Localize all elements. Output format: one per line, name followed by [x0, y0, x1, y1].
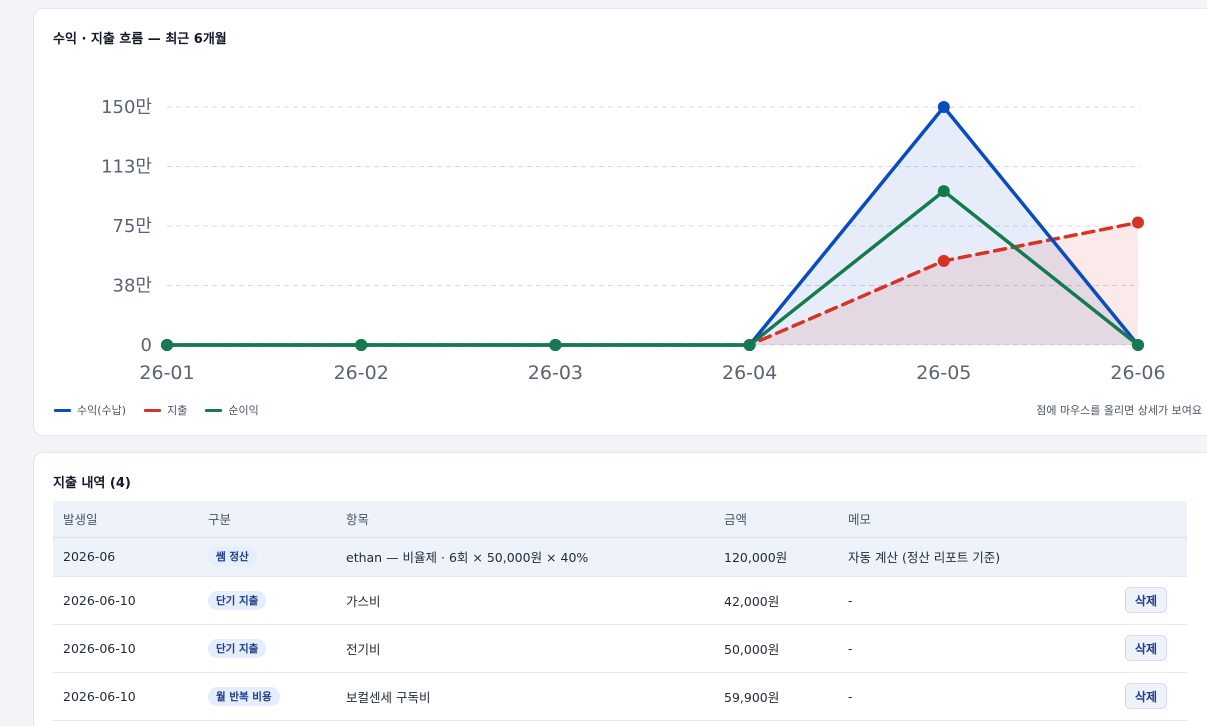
column-header-amount[interactable]: 금액	[714, 501, 838, 538]
chart-hint: 점에 마우스를 올리면 상세가 보여요	[1036, 404, 1202, 417]
data-point	[1132, 339, 1144, 351]
y-tick-label: 150만	[101, 97, 152, 118]
legend-label-income: 수익(수납)	[77, 404, 127, 417]
x-tick-label: 26-03	[528, 362, 583, 384]
legend-label-net: 순이익	[228, 404, 259, 417]
data-point	[355, 339, 368, 351]
y-tick-label: 113만	[101, 157, 152, 178]
legend-item-net[interactable]: 순이익	[205, 402, 259, 418]
cell-item: 전기비	[336, 624, 714, 673]
legend-item-income[interactable]: 수익(수납)	[54, 402, 126, 418]
series-area	[167, 222, 1138, 345]
delete-button[interactable]: 삭제	[1125, 683, 1167, 709]
column-header-memo[interactable]: 메모	[838, 501, 1083, 538]
category-badge: 단기 지출	[208, 638, 267, 658]
y-tick-label: 75만	[113, 216, 152, 237]
x-tick-label: 26-01	[139, 362, 194, 384]
data-point	[549, 339, 562, 351]
cell-date: 2026-06-10	[53, 576, 198, 625]
x-tick-label: 26-06	[1110, 362, 1165, 384]
table-row: 2026-06-10 단기 지출 전기비 50,000원 - 삭제	[53, 624, 1187, 673]
table-row: 2026-06-10 단기 지출 가스비 42,000원 - 삭제	[53, 576, 1187, 625]
cell-item: ethan — 비율제 · 6회 × 50,000원 × 40%	[336, 537, 714, 577]
cell-date: 2026-06-10	[53, 624, 198, 673]
column-header-category[interactable]: 구분	[198, 501, 336, 538]
cell-amount: 42,000원	[714, 576, 838, 625]
series-line	[165, 189, 1140, 347]
chart-title: 수익 · 지출 흐름 — 최근 6개월	[53, 32, 227, 47]
cell-memo: -	[838, 672, 1083, 721]
data-point	[1132, 216, 1144, 229]
cell-memo: -	[838, 576, 1083, 625]
cell-date: 2026-06-10	[53, 672, 198, 721]
cell-amount: 120,000원	[714, 537, 838, 577]
cell-category: 월 반복 비용	[198, 672, 336, 721]
table-row: 2026-06-10 월 반복 비용 보컬센세 구독비 59,900원 - 삭제	[53, 672, 1187, 721]
expense-table-card: 지출 내역 (4) 발생일 구분 항목 금액 메모 2026-06 쌤 정산 e…	[33, 452, 1207, 726]
cell-date: 2026-06	[53, 537, 198, 577]
cell-category: 단기 지출	[198, 576, 336, 625]
expense-table-title: 지출 내역 (4)	[53, 476, 131, 491]
cell-memo: -	[838, 624, 1083, 673]
cell-action	[1083, 537, 1187, 577]
data-point	[743, 339, 756, 351]
x-tick-label: 26-02	[334, 362, 389, 384]
chart-card: 수익 · 지출 흐름 — 최근 6개월 0 38만 75만 113만 150만 26-01…	[33, 8, 1207, 436]
column-header-action	[1083, 501, 1187, 538]
x-tick-label: 26-04	[722, 362, 777, 384]
line-chart: 0 38만 75만 113만 150만 26-01 26-02 26-03 26-04 26-05…	[101, 97, 1166, 384]
data-point	[937, 254, 950, 267]
expense-table: 발생일 구분 항목 금액 메모 2026-06 쌤 정산 ethan — 비율제…	[53, 501, 1187, 721]
data-point	[937, 185, 950, 198]
legend-swatch-income	[54, 408, 71, 412]
data-point	[161, 339, 173, 351]
category-badge: 월 반복 비용	[208, 686, 280, 706]
chart-legend: 수익(수납) 지출 순이익	[54, 402, 277, 418]
table-row: 2026-06 쌤 정산 ethan — 비율제 · 6회 × 50,000원 …	[53, 537, 1187, 577]
column-header-date[interactable]: 발생일	[53, 501, 198, 538]
cell-category: 단기 지출	[198, 624, 336, 673]
cell-action: 삭제	[1083, 576, 1187, 625]
cell-action: 삭제	[1083, 672, 1187, 721]
column-header-item[interactable]: 항목	[336, 501, 714, 538]
data-point	[937, 101, 950, 113]
cell-amount: 59,900원	[714, 672, 838, 721]
cell-memo: 자동 계산 (정산 리포트 기준)	[838, 537, 1083, 577]
delete-button[interactable]: 삭제	[1125, 587, 1167, 613]
category-badge: 단기 지출	[208, 590, 267, 610]
delete-button[interactable]: 삭제	[1125, 635, 1167, 661]
y-tick-label: 38만	[113, 276, 152, 297]
legend-item-expense[interactable]: 지출	[144, 402, 187, 418]
cell-category: 쌤 정산	[198, 537, 336, 577]
table-header-row: 발생일 구분 항목 금액 메모	[53, 501, 1187, 538]
legend-swatch-net	[205, 408, 223, 412]
category-badge: 쌤 정산	[208, 547, 257, 566]
cell-item: 보컬센세 구독비	[336, 672, 714, 721]
cell-action: 삭제	[1083, 624, 1187, 673]
cell-item: 가스비	[336, 576, 714, 625]
x-tick-label: 26-05	[916, 362, 971, 384]
cell-amount: 50,000원	[714, 624, 838, 673]
legend-label-expense: 지출	[167, 404, 188, 417]
y-tick-label: 0	[141, 335, 152, 356]
legend-swatch-expense	[144, 408, 162, 412]
